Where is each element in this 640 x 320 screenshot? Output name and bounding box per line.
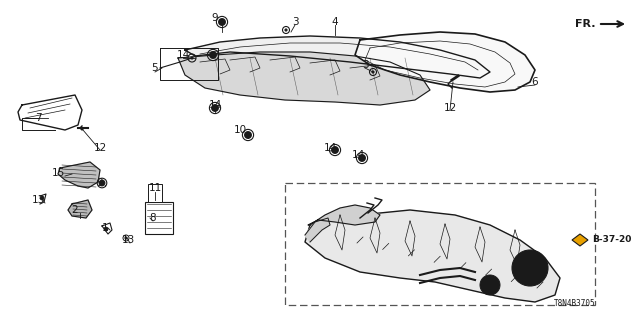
Circle shape xyxy=(104,227,108,231)
Text: 8: 8 xyxy=(150,213,156,223)
Polygon shape xyxy=(308,205,380,225)
Text: 2: 2 xyxy=(72,205,78,215)
Circle shape xyxy=(525,263,535,273)
Polygon shape xyxy=(185,36,490,78)
Circle shape xyxy=(209,52,216,59)
Text: B-37-20: B-37-20 xyxy=(592,236,632,244)
Circle shape xyxy=(125,237,127,239)
Bar xyxy=(148,184,162,202)
Polygon shape xyxy=(18,95,82,130)
Polygon shape xyxy=(305,218,330,242)
Text: 9: 9 xyxy=(97,178,103,188)
Text: 7: 7 xyxy=(35,113,42,123)
Circle shape xyxy=(358,155,365,162)
Text: 11: 11 xyxy=(148,183,162,193)
Circle shape xyxy=(372,71,374,73)
Circle shape xyxy=(285,29,287,31)
Text: 3: 3 xyxy=(362,60,368,70)
Polygon shape xyxy=(68,200,92,218)
Text: 4: 4 xyxy=(332,17,339,27)
Polygon shape xyxy=(58,162,100,188)
Polygon shape xyxy=(305,210,560,302)
Text: 14: 14 xyxy=(323,143,337,153)
Text: 6: 6 xyxy=(532,77,538,87)
Text: 13: 13 xyxy=(31,195,45,205)
Circle shape xyxy=(244,132,252,139)
Bar xyxy=(145,202,173,234)
Circle shape xyxy=(218,19,225,26)
Circle shape xyxy=(518,256,542,280)
Polygon shape xyxy=(178,52,430,105)
Polygon shape xyxy=(355,32,535,92)
Text: 5: 5 xyxy=(152,63,158,73)
Text: 12: 12 xyxy=(93,143,107,153)
Text: 9: 9 xyxy=(212,13,218,23)
Polygon shape xyxy=(572,234,588,246)
Bar xyxy=(285,183,595,305)
Text: 1: 1 xyxy=(102,223,108,233)
Text: 14: 14 xyxy=(177,50,189,60)
Text: 14: 14 xyxy=(209,100,221,110)
Circle shape xyxy=(485,280,495,290)
Text: 12: 12 xyxy=(444,103,456,113)
Circle shape xyxy=(480,275,500,295)
Text: 15: 15 xyxy=(51,168,65,178)
Circle shape xyxy=(191,57,193,59)
Circle shape xyxy=(332,147,339,154)
Circle shape xyxy=(40,196,44,200)
Circle shape xyxy=(211,105,218,111)
Text: 14: 14 xyxy=(351,150,365,160)
Circle shape xyxy=(99,180,105,186)
Circle shape xyxy=(512,250,548,286)
Text: 13: 13 xyxy=(122,235,134,245)
Text: FR.: FR. xyxy=(575,19,595,29)
Text: T8N4B3705: T8N4B3705 xyxy=(554,299,595,308)
Text: 10: 10 xyxy=(234,125,246,135)
Text: 3: 3 xyxy=(292,17,298,27)
